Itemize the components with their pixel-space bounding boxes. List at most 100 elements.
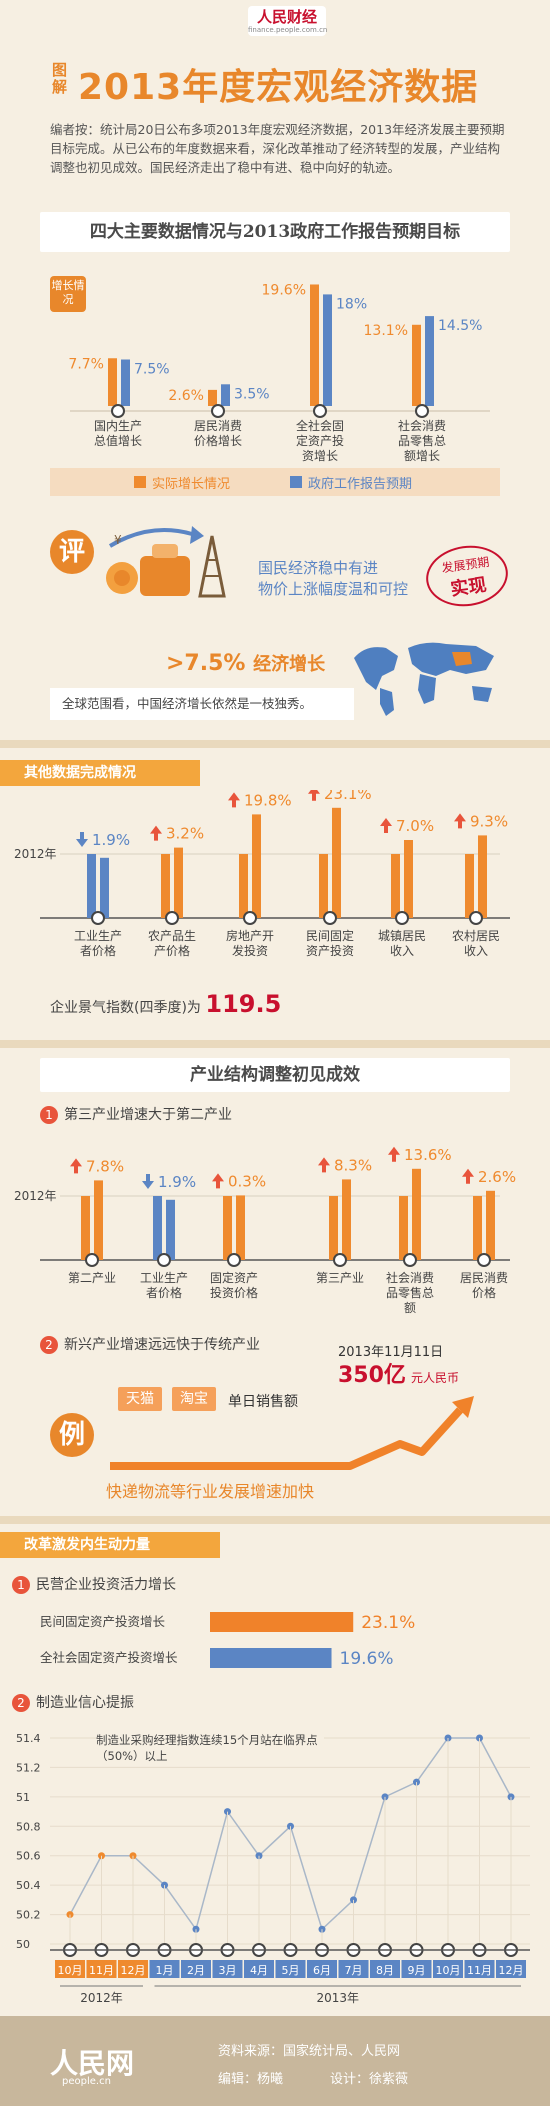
footer-logo-sub: people.cn [62, 2076, 111, 2087]
other-chart: 2012年 1.9% 工业生产者价格 3.2% 农产品生产价格 19.8% 房地产开发投资 2… [14, 790, 510, 958]
main4-chart: 7.7% 7.5% 国内生产总值增长 2.6% 3.5% 居民消费价格增长 19.6% 18%… [68, 282, 490, 463]
sub1-text: 第三产业增速大于第二产业 [64, 1107, 232, 1123]
world-note: 全球范围看，中国经济增长依然是一枝独秀。 [50, 688, 354, 720]
sales-arrow-icon [110, 1396, 474, 1470]
other-g-bar2013-5 [478, 835, 487, 918]
label-actual-3: 13.1% [364, 323, 408, 339]
pmi-ytick-5: 50.4 [16, 1879, 41, 1892]
pmi-xlabel-2: 12月 [121, 1964, 146, 1977]
sales-conclusion: 快递物流等行业发展增速加快 [106, 1482, 315, 1501]
bar-target-0 [121, 359, 130, 406]
pmi-xbox-9 [338, 1960, 369, 1978]
other-g-change-2: 19.8% [244, 791, 292, 809]
industry-g-bar2013-5 [486, 1190, 495, 1260]
pmi-point-5 [224, 1808, 231, 1816]
pmi-year-2013: 2013年 [316, 1991, 359, 2005]
industry-g-arrow-5 [462, 1168, 474, 1184]
other-g-category-2: 房地产开发投资 [226, 928, 274, 958]
pmi-xlabel-3: 1月 [156, 1964, 174, 1977]
industry-g-change-4: 13.6% [404, 1146, 452, 1164]
section4-title: 改革激发内生动力量 [0, 1532, 220, 1558]
world-map-icon [354, 642, 494, 716]
footer: 人民网 people.cn 资料来源：国家统计局、人民网 编辑：杨曦 设计：徐紫… [0, 2016, 550, 2106]
pmi-xbox-8 [307, 1960, 337, 1978]
other-g-arrow-3 [308, 790, 320, 801]
s4-sub2-text: 制造业信心提振 [36, 1695, 134, 1711]
footer-editor: 编辑：杨曦 [218, 2072, 284, 2087]
section4-sub2: 2 制造业信心提振 [12, 1692, 134, 1712]
intro-text: 编者按：统计局20日公布多项2013年度宏观经济数据，2013年经济发展主要预期… [50, 122, 505, 175]
comment-badge: 评 [50, 530, 94, 574]
bar-target-1 [221, 384, 230, 406]
private-value-1: 19.6% [340, 1649, 394, 1669]
industry-g-bar2012-2 [223, 1196, 232, 1260]
other-g-bar2013-1 [174, 847, 183, 918]
axis-node-2 [313, 404, 327, 418]
chip-tmall: 天猫 [118, 1387, 162, 1411]
pmi-xbox-4 [181, 1960, 211, 1978]
pmi-ytick-7: 50 [16, 1938, 30, 1951]
page-title: 2013年度宏观经济数据 [78, 67, 479, 108]
other-g-bar2013-4 [404, 840, 413, 918]
industry-g-category-4: 社会消费品零售总额 [386, 1270, 434, 1315]
industry-g-node-1 [157, 1253, 171, 1267]
industry-g-bar2012-1 [153, 1196, 162, 1260]
other-g-node-0 [91, 911, 105, 925]
sales-label: 单日销售额 [228, 1394, 298, 1410]
bar-target-2 [323, 294, 332, 406]
label-actual-1: 2.6% [168, 388, 204, 404]
divider-3 [0, 1516, 550, 1524]
growth-headline: >7.5% 经济增长 [166, 650, 325, 676]
chip-taobao: 淘宝 [172, 1387, 216, 1411]
industry-chart: 2012年 7.8% 第二产业 1.9% 工业生产者价格 0.3% 固定资产投资价格 8.3%… [14, 1146, 516, 1315]
industry-g-node-2 [227, 1253, 241, 1267]
axis-node-1 [211, 404, 225, 418]
pmi-xlabel-4: 2月 [187, 1964, 205, 1977]
industry-g-bar2012-4 [399, 1196, 408, 1260]
example-badge: 例 [50, 1413, 94, 1457]
bar-target-3 [425, 316, 434, 406]
growth-value: >7.5% [166, 651, 246, 676]
industry-g-year-label: 2012年 [14, 1189, 57, 1203]
other-g-node-1 [165, 911, 179, 925]
legend-actual: 实际增长情况 [152, 477, 231, 492]
main4-legend: 实际增长情况 政府工作报告预期 [50, 468, 500, 496]
other-g-category-3: 民间固定资产投资 [306, 928, 354, 958]
private-value-0: 23.1% [361, 1613, 415, 1633]
pmi-xlabel-13: 11月 [467, 1964, 492, 1977]
bar-actual-1 [208, 389, 217, 406]
pmi-xbox-12 [433, 1960, 463, 1978]
pmi-point-11 [413, 1778, 420, 1786]
pmi-xbox-3 [149, 1960, 180, 1978]
private-invest-chart: 民间固定资产投资增长 23.1% 全社会固定资产投资增长 19.6% [40, 1612, 415, 1669]
label-target-1: 3.5% [234, 386, 270, 402]
other-g-arrow-5 [454, 813, 466, 829]
section4-sub1: 1 民营企业投资活力增长 [12, 1574, 176, 1594]
tujie-label: 图解 [52, 61, 68, 96]
divider-2 [0, 1040, 550, 1048]
other-g-change-0: 1.9% [92, 831, 130, 849]
industry-g-arrow-3 [318, 1157, 330, 1173]
pmi-year-2012: 2012年 [80, 1991, 123, 2005]
axis-node-0 [111, 404, 125, 418]
pmi-xlabel-14: 12月 [499, 1964, 524, 1977]
s4-sub1-number: 1 [12, 1576, 30, 1594]
footer-designer: 设计：徐紫薇 [330, 2072, 409, 2087]
pmi-xbox-11 [401, 1960, 432, 1978]
industry-g-category-1: 工业生产者价格 [140, 1271, 188, 1300]
label-target-2: 18% [336, 296, 367, 312]
category-1: 居民消费价格增长 [194, 419, 242, 448]
industry-g-node-4 [403, 1253, 417, 1267]
other-g-change-1: 3.2% [166, 825, 204, 843]
other-g-bar2013-0 [100, 857, 109, 918]
pmi-xlabel-11: 9月 [408, 1964, 426, 1977]
label-target-0: 7.5% [134, 362, 170, 378]
other-g-category-4: 城镇居民收入 [378, 929, 426, 958]
industry-g-category-5: 居民消费价格 [460, 1271, 508, 1300]
pmi-ytick-3: 50.8 [16, 1820, 41, 1833]
pmi-xbox-0 [55, 1960, 85, 1978]
other-g-bar2012-0 [87, 854, 96, 918]
industry-illustration-icon: ¥ [106, 526, 226, 598]
section2-title: 其他数据完成情况 [0, 760, 200, 786]
industry-g-bar2013-1 [166, 1199, 175, 1260]
